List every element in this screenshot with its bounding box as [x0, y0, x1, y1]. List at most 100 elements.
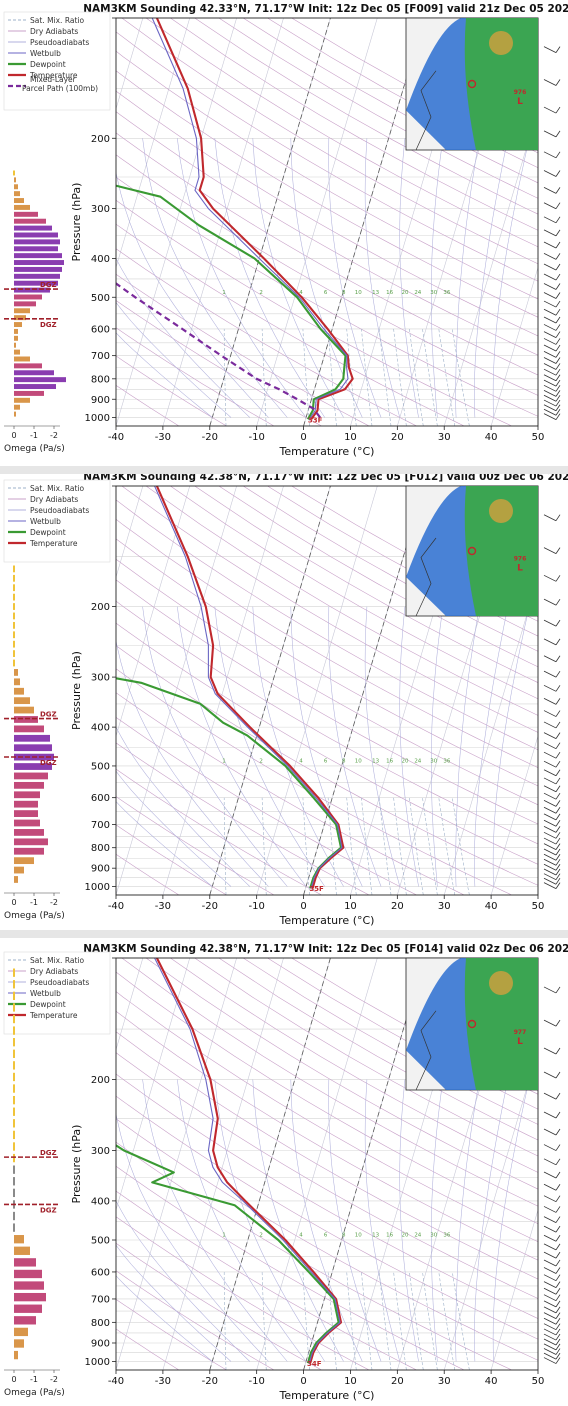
omega-bar	[14, 233, 58, 238]
map-heavy-precip	[489, 31, 513, 55]
omega-bar	[14, 391, 44, 396]
wind-barb	[556, 987, 560, 993]
x-tick-label: -20	[202, 432, 218, 443]
wind-barb	[544, 1235, 556, 1241]
wind-barb	[544, 807, 556, 813]
wind-barb	[556, 793, 560, 799]
legend-label: Pseudoadiabats	[30, 38, 89, 47]
wind-barb	[544, 1275, 556, 1281]
wind-barb-column	[544, 47, 560, 420]
wind-barb	[556, 317, 560, 323]
dgz-label: DGZ	[40, 281, 57, 289]
mixing-ratio-label: 16	[386, 758, 393, 764]
wind-barb	[544, 814, 556, 820]
wind-barb	[544, 1159, 556, 1165]
legend-label: Sat. Mix. Ratio	[30, 484, 84, 493]
isotherm-line	[0, 958, 2, 1370]
wind-barb	[544, 1329, 556, 1335]
wind-barb	[556, 385, 560, 391]
wind-barb	[556, 1288, 560, 1294]
omega-bar	[13, 1061, 15, 1069]
mixing-ratio-label: 24	[414, 1232, 421, 1238]
omega-bar	[14, 267, 62, 272]
wind-barb	[544, 1282, 556, 1288]
wind-barb	[556, 671, 560, 677]
wind-barb	[544, 1344, 556, 1350]
omega-bar	[14, 370, 54, 375]
mixing-ratio-label: 2	[259, 758, 263, 764]
omega-bar	[13, 1003, 15, 1011]
omega-bar	[14, 820, 40, 827]
mixing-ratio-line	[394, 798, 407, 895]
wind-barb	[556, 826, 560, 832]
omega-bar	[14, 398, 30, 403]
wind-barb	[556, 786, 560, 792]
wind-barb	[544, 317, 556, 323]
chart-title: NAM3KM Sounding 42.38°N, 71.17°W Init: 1…	[83, 474, 568, 483]
y-tick-label: 300	[91, 204, 110, 215]
wind-barb	[556, 345, 560, 351]
series-line-temperature	[157, 486, 343, 888]
wind-barb	[544, 1295, 556, 1301]
wind-barb	[556, 620, 560, 626]
x-tick-label: 0	[300, 1376, 306, 1387]
mixing-ratio-label: 20	[402, 290, 409, 296]
wind-barb	[544, 1244, 556, 1250]
mixing-ratio-line	[439, 329, 455, 426]
wind-barb	[556, 1048, 560, 1054]
wind-barb-column	[544, 515, 560, 889]
omega-bar	[14, 1270, 42, 1278]
wind-barb	[556, 1226, 560, 1232]
mixing-ratio-line	[328, 1272, 336, 1370]
wind-barb	[544, 1112, 556, 1118]
omega-bar	[13, 566, 15, 573]
mixing-ratio-label: 6	[324, 1232, 328, 1238]
omega-bar	[13, 1131, 15, 1139]
wind-barb	[544, 284, 556, 290]
omega-bar	[14, 669, 18, 676]
omega-bar	[14, 857, 34, 864]
wind-barb	[556, 1172, 560, 1178]
x-tick-label: -40	[108, 432, 124, 443]
map-low-pressure-label: 977	[514, 1029, 527, 1036]
wind-barb	[556, 1275, 560, 1281]
mixing-ratio-label: 4	[299, 290, 303, 296]
mixing-ratio-label: 6	[324, 290, 328, 296]
x-tick-label: -40	[108, 901, 124, 912]
omega-bar	[14, 205, 30, 210]
omega-bar	[14, 226, 52, 231]
map-low-symbol: L	[517, 564, 523, 574]
wind-barb	[556, 733, 560, 739]
x-axis-label: Temperature (°C)	[279, 914, 375, 927]
wind-barb	[544, 711, 556, 717]
wind-barb	[544, 1318, 556, 1324]
legend-label: Temperature	[29, 539, 78, 548]
wind-barb	[556, 1112, 560, 1118]
wind-barb	[544, 187, 556, 193]
omega-bar	[13, 1073, 15, 1081]
wind-barb	[544, 671, 556, 677]
x-tick-label: 30	[438, 901, 451, 912]
omega-bar	[14, 246, 58, 251]
omega-bar	[14, 707, 34, 714]
pseudoadiabat	[291, 607, 363, 887]
omega-bar	[13, 1212, 15, 1220]
wind-barb-column	[544, 987, 560, 1364]
wind-barb	[544, 203, 556, 209]
wind-barb	[556, 832, 560, 838]
omega-tick-label: -2	[50, 1375, 58, 1384]
omega-bar	[13, 1084, 15, 1092]
wind-barb	[544, 1267, 556, 1273]
surface-temp-label: 35F	[309, 885, 324, 893]
y-tick-label: 500	[91, 761, 110, 772]
omega-bar	[14, 322, 22, 327]
wind-barb	[544, 242, 556, 248]
legend-label: Sat. Mix. Ratio	[30, 16, 84, 25]
mixing-ratio-label: 13	[372, 290, 379, 296]
wind-barb	[556, 1260, 560, 1266]
y-tick-label: 400	[91, 723, 110, 734]
wind-barb	[544, 743, 556, 749]
y-tick-label: 400	[91, 1196, 110, 1207]
omega-bar	[14, 838, 48, 845]
